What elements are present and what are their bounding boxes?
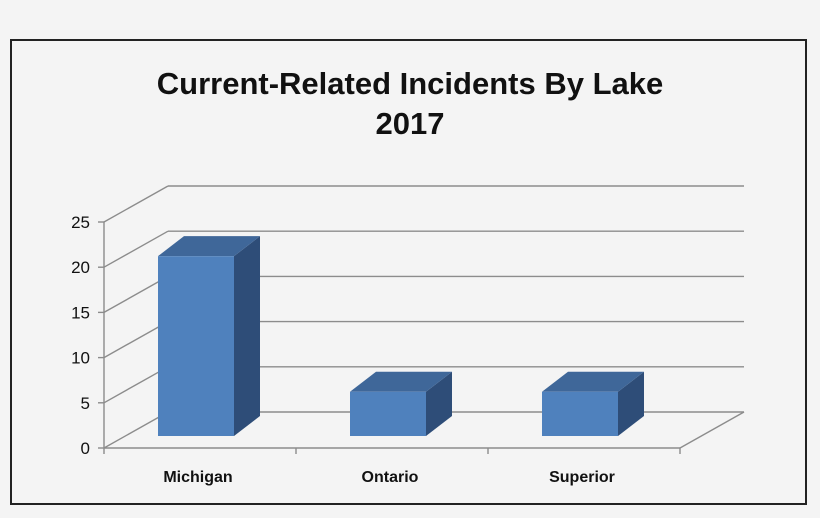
y-tick-label: 20 xyxy=(71,258,90,277)
y-tick-label: 0 xyxy=(81,439,90,458)
chart-subtitle: 2017 xyxy=(375,106,445,141)
bar-superior xyxy=(542,391,618,436)
floor-right-edge xyxy=(679,411,745,449)
x-tick-label: Ontario xyxy=(362,469,419,486)
y-tick-label: 15 xyxy=(71,303,90,322)
gridline-depth-0 xyxy=(103,411,169,449)
gridline-depth-15 xyxy=(103,275,169,314)
bar-side-ontario xyxy=(426,371,452,436)
y-tick-label: 25 xyxy=(71,213,90,232)
gridline-depth-25 xyxy=(103,185,169,223)
y-tick-label: 10 xyxy=(71,349,90,368)
y-tick-label: 5 xyxy=(81,394,90,413)
x-tick-label: Michigan xyxy=(163,469,232,486)
bar-side-superior xyxy=(618,371,644,436)
x-tick-label: Superior xyxy=(549,469,615,486)
bar-side-michigan xyxy=(234,236,260,436)
bar-top-ontario xyxy=(350,371,452,392)
bar-top-superior xyxy=(542,371,644,392)
bar-top-michigan xyxy=(158,236,260,257)
gridline-depth-5 xyxy=(103,366,169,404)
bar-ontario xyxy=(350,391,426,436)
gridline-depth-10 xyxy=(103,320,169,359)
bar-michigan xyxy=(158,256,234,436)
chart-title: Current-Related Incidents By Lake xyxy=(156,66,664,101)
gridline-depth-20 xyxy=(103,230,169,268)
